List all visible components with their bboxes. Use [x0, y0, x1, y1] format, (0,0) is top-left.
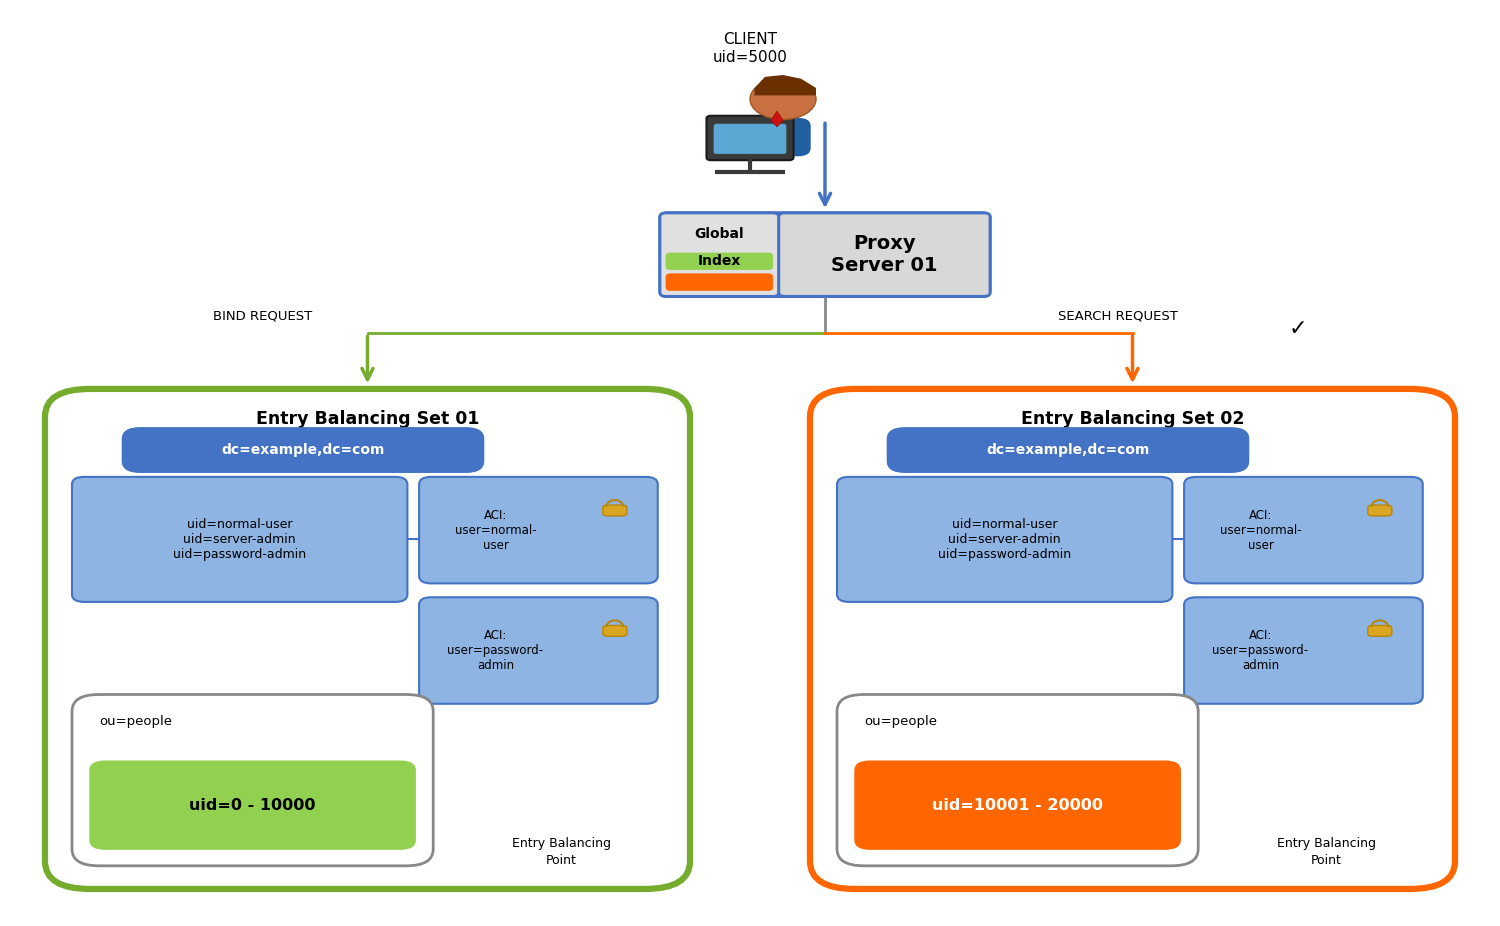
FancyBboxPatch shape	[837, 477, 1173, 602]
FancyBboxPatch shape	[778, 213, 990, 296]
Text: uid=normal-user
uid=server-admin
uid=password-admin: uid=normal-user uid=server-admin uid=pas…	[172, 518, 306, 561]
Text: CLIENT
uid=5000: CLIENT uid=5000	[712, 32, 788, 65]
FancyBboxPatch shape	[666, 253, 772, 269]
Text: uid=0 - 10000: uid=0 - 10000	[189, 797, 316, 813]
Text: dc=example,dc=com: dc=example,dc=com	[222, 443, 384, 457]
FancyBboxPatch shape	[45, 389, 690, 889]
FancyBboxPatch shape	[1184, 477, 1422, 583]
Text: uid=10001 - 20000: uid=10001 - 20000	[932, 797, 1102, 813]
FancyBboxPatch shape	[72, 477, 408, 602]
FancyBboxPatch shape	[888, 428, 1248, 472]
FancyBboxPatch shape	[419, 597, 657, 704]
FancyBboxPatch shape	[660, 213, 778, 296]
Text: ACI:
user=normal-
user: ACI: user=normal- user	[454, 508, 537, 552]
FancyBboxPatch shape	[1184, 597, 1422, 704]
Text: Entry Balancing Set 01: Entry Balancing Set 01	[255, 409, 480, 428]
FancyBboxPatch shape	[419, 477, 657, 583]
Text: ou=people: ou=people	[864, 715, 938, 728]
Text: Index: Index	[698, 255, 741, 269]
Text: Entry Balancing
Point: Entry Balancing Point	[512, 837, 610, 867]
Text: ACI:
user=password-
admin: ACI: user=password- admin	[447, 629, 543, 672]
FancyBboxPatch shape	[72, 694, 434, 866]
FancyBboxPatch shape	[1368, 625, 1392, 636]
FancyBboxPatch shape	[706, 116, 794, 160]
FancyBboxPatch shape	[660, 213, 990, 296]
Text: ACI:
user=normal-
user: ACI: user=normal- user	[1220, 508, 1302, 552]
FancyBboxPatch shape	[603, 625, 627, 636]
Text: Global: Global	[694, 227, 744, 241]
FancyBboxPatch shape	[1368, 505, 1392, 516]
Circle shape	[750, 79, 816, 119]
Text: Entry Balancing Set 02: Entry Balancing Set 02	[1020, 409, 1245, 428]
FancyBboxPatch shape	[123, 428, 483, 472]
FancyBboxPatch shape	[837, 694, 1198, 866]
FancyBboxPatch shape	[855, 761, 1180, 849]
FancyBboxPatch shape	[603, 505, 627, 516]
Polygon shape	[754, 75, 816, 95]
FancyBboxPatch shape	[666, 274, 772, 291]
FancyBboxPatch shape	[714, 124, 786, 154]
Polygon shape	[771, 111, 783, 127]
Text: ✓: ✓	[1288, 319, 1306, 339]
Text: SEARCH REQUEST: SEARCH REQUEST	[1058, 309, 1178, 322]
Text: dc=example,dc=com: dc=example,dc=com	[987, 443, 1149, 457]
FancyBboxPatch shape	[735, 119, 810, 156]
FancyBboxPatch shape	[90, 761, 416, 849]
Text: Proxy
Server 01: Proxy Server 01	[831, 234, 938, 275]
Text: BIND REQUEST: BIND REQUEST	[213, 309, 312, 322]
Text: ou=people: ou=people	[99, 715, 172, 728]
FancyBboxPatch shape	[810, 389, 1455, 889]
Text: Entry Balancing
Point: Entry Balancing Point	[1276, 837, 1376, 867]
Text: ACI:
user=password-
admin: ACI: user=password- admin	[1212, 629, 1308, 672]
Text: uid=normal-user
uid=server-admin
uid=password-admin: uid=normal-user uid=server-admin uid=pas…	[938, 518, 1071, 561]
